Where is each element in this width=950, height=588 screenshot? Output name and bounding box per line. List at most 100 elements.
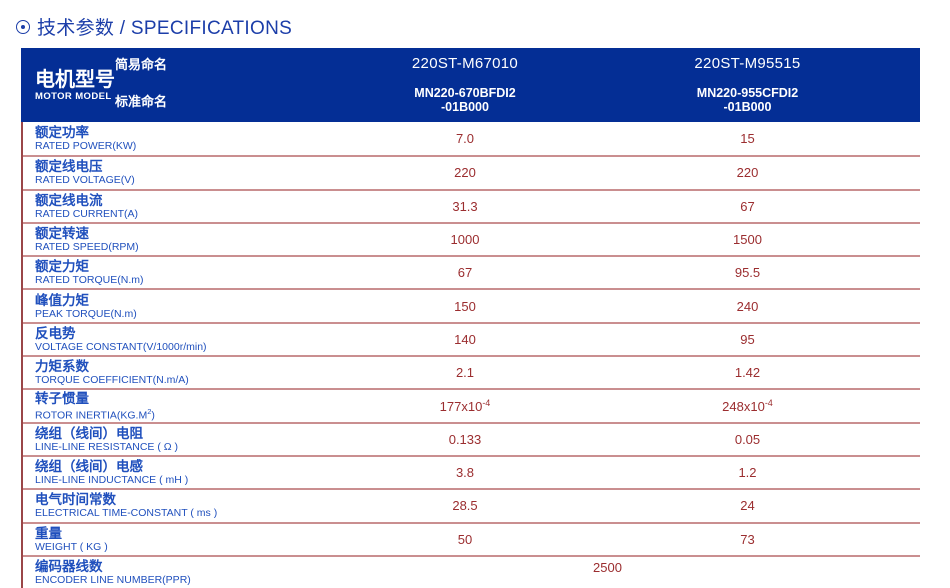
standard-name-line2: -01B000	[723, 100, 772, 114]
spec-value-m67010: 3.8	[455, 465, 475, 481]
spec-value-m95515: 67	[740, 198, 755, 214]
motor-model-zh: 电机型号	[35, 68, 115, 91]
spec-label: 额定线电流 RATED CURRENT(A)	[23, 191, 325, 222]
spec-label-en: RATED TORQUE(N.m)	[35, 274, 144, 287]
spec-value-m95515: 15	[740, 131, 755, 147]
standard-name-line2: -01B000	[441, 100, 489, 114]
spec-label: 额定线电压 RATED VOLTAGE(V)	[23, 157, 325, 188]
table-header: 电机型号 MOTOR MODEL 简易命名 标准命名 220ST-M67010 …	[21, 48, 920, 122]
spec-value-merged: 2500	[593, 559, 622, 575]
spec-value-m67010: 1000	[450, 232, 480, 248]
spec-label: 绕组（线间）电感 LINE-LINE INDUCTANCE ( mH )	[23, 457, 325, 488]
spec-value-m95515: 1500	[733, 232, 762, 248]
spec-label-zh: 绕组（线间）电感	[35, 459, 143, 475]
spec-row: 力矩系数 TORQUE COEFFICIENT(N.m/A) 2.1 1.42	[23, 355, 920, 389]
spec-value-m67010: 220	[454, 165, 476, 181]
spec-value-m67010: 2.1	[455, 365, 475, 381]
spec-label-en: RATED CURRENT(A)	[35, 207, 139, 220]
spec-label-en: RATED SPEED(RPM)	[35, 241, 139, 254]
spec-label-zh: 额定功率	[35, 125, 89, 141]
page-title: 技术参数 / SPECIFICATIONS	[16, 13, 292, 40]
motor-model-en: MOTOR MODEL	[35, 90, 112, 102]
circle-dot-icon	[16, 19, 30, 34]
spec-value-m95515: 248x10 -4	[722, 398, 773, 414]
spec-value-m67010: 140	[454, 331, 476, 347]
spec-label: 力矩系数 TORQUE COEFFICIENT(N.m/A)	[23, 357, 325, 388]
spec-value-m95515: 95.5	[734, 265, 761, 281]
spec-label-en: RATED VOLTAGE(V)	[35, 174, 135, 187]
spec-value-m95515: 1.2	[738, 465, 757, 481]
spec-row: 额定力矩 RATED TORQUE(N.m) 67 95.5	[23, 255, 920, 289]
spec-value-m67010: 0.133	[448, 431, 482, 447]
motor-model-header: 电机型号 MOTOR MODEL	[21, 48, 115, 122]
spec-label-zh: 额定线电流	[35, 192, 103, 208]
page-title-text: 技术参数 / SPECIFICATIONS	[37, 18, 293, 39]
spec-row: 绕组（线间）电阻 LINE-LINE RESISTANCE ( Ω ) 0.133 0…	[23, 421, 920, 455]
spec-value-m67010: 67	[457, 265, 473, 281]
spec-value-m67010: 50	[457, 531, 473, 547]
spec-value-m67010: 177x10 -4	[439, 398, 491, 414]
spec-label: 绕组（线间）电阻 LINE-LINE RESISTANCE ( Ω )	[23, 424, 325, 455]
spec-label-zh: 编码器线数	[35, 559, 103, 574]
spec-label-en: ROTOR INERTIA(KG.M2)	[35, 406, 155, 422]
column-header-standard-m67010: MN220-670BFDI2 -01B000	[325, 78, 605, 122]
spec-row: 反电势 VOLTAGE CONSTANT(V/1000r/min) 140 95	[23, 321, 920, 356]
spec-row: 转子惯量 ROTOR INERTIA(KG.M2) 177x10 -4 248x10 -…	[23, 388, 920, 422]
standard-name-line1: MN220-955CFDI2	[696, 86, 799, 100]
spec-label-en: PEAK TORQUE(N.m)	[35, 307, 137, 320]
spec-label-zh: 峰值力矩	[35, 292, 89, 308]
spec-value-m67010: 150	[454, 298, 476, 314]
spec-value-m95515: 24	[740, 498, 755, 514]
spec-label-zh: 额定转速	[35, 226, 89, 242]
column-header-simple-m67010: 220ST-M67010	[411, 54, 519, 72]
spec-label: 反电势 VOLTAGE CONSTANT(V/1000r/min)	[23, 324, 325, 355]
specifications-table: 电机型号 MOTOR MODEL 简易命名 标准命名 220ST-M67010 …	[21, 48, 920, 588]
spec-label-zh: 转子惯量	[35, 390, 89, 406]
spec-label: 编码器线数 ENCODER LINE NUMBER(PPR)	[23, 557, 325, 588]
spec-label-en: LINE-LINE RESISTANCE ( Ω )	[35, 440, 179, 453]
spec-value-m67010: 28.5	[452, 498, 478, 514]
spec-label-en: ENCODER LINE NUMBER(PPR)	[35, 574, 191, 586]
spec-row: 额定转速 RATED SPEED(RPM) 1000 1500	[23, 221, 920, 256]
spec-label-en: WEIGHT ( KG )	[35, 540, 108, 553]
spec-label-zh: 电气时间常数	[35, 492, 116, 508]
spec-row: 电气时间常数 ELECTRICAL TIME-CONSTANT ( ms ) 28.…	[23, 488, 920, 522]
spec-label: 重量 WEIGHT ( KG )	[23, 524, 325, 555]
spec-value-m95515: 1.42	[734, 365, 761, 381]
spec-label-zh: 反电势	[35, 325, 76, 341]
simple-name-label: 简易命名	[115, 56, 168, 72]
column-header-standard-m95515: MN220-955CFDI2 -01B000	[605, 78, 920, 122]
spec-label: 额定力矩 RATED TORQUE(N.m)	[23, 257, 325, 288]
spec-value-m67010: 31.3	[452, 198, 478, 214]
spec-label-en: LINE-LINE INDUCTANCE ( mH )	[35, 474, 189, 487]
spec-label-zh: 额定力矩	[35, 259, 89, 275]
standard-name-line1: MN220-670BFDI2	[414, 86, 516, 100]
spec-value-m67010: 7.0	[455, 131, 475, 147]
spec-row: 重量 WEIGHT ( KG ) 50 73	[23, 521, 920, 555]
spec-value-m95515: 220	[736, 165, 759, 181]
spec-label-zh: 额定线电压	[35, 159, 103, 175]
column-header-simple-m95515: 220ST-M95515	[694, 54, 801, 72]
circle-dot-icon-center	[21, 24, 25, 29]
spec-label-zh: 重量	[35, 525, 62, 541]
spec-label-en: TORQUE COEFFICIENT(N.m/A)	[35, 374, 189, 387]
spec-row: 峰值力矩 PEAK TORQUE(N.m) 150 240	[23, 288, 920, 322]
spec-label-en: RATED POWER(KW)	[35, 140, 137, 153]
spec-value-m95515: 95	[740, 331, 755, 347]
spec-value-m95515: 73	[740, 531, 755, 547]
spec-row: 额定功率 RATED POWER(KW) 7.0 15	[23, 122, 920, 155]
spec-label-zh: 力矩系数	[35, 359, 89, 375]
spec-label-zh: 绕组（线间）电阻	[35, 425, 143, 441]
spec-value-m95515: 240	[736, 298, 759, 314]
spec-label-en: ELECTRICAL TIME-CONSTANT ( ms )	[35, 507, 218, 520]
spec-label: 额定功率 RATED POWER(KW)	[23, 122, 325, 155]
spec-row: 编码器线数 ENCODER LINE NUMBER(PPR) 2500	[23, 554, 920, 588]
spec-row: 额定线电流 RATED CURRENT(A) 31.3 67	[23, 188, 920, 222]
spec-label: 额定转速 RATED SPEED(RPM)	[23, 224, 325, 255]
standard-name-label: 标准命名	[115, 93, 168, 109]
spec-label: 峰值力矩 PEAK TORQUE(N.m)	[23, 290, 325, 321]
spec-label: 转子惯量 ROTOR INERTIA(KG.M2)	[23, 390, 325, 422]
spec-value-m95515: 0.05	[734, 431, 761, 447]
spec-label-en: VOLTAGE CONSTANT(V/1000r/min)	[35, 340, 207, 353]
